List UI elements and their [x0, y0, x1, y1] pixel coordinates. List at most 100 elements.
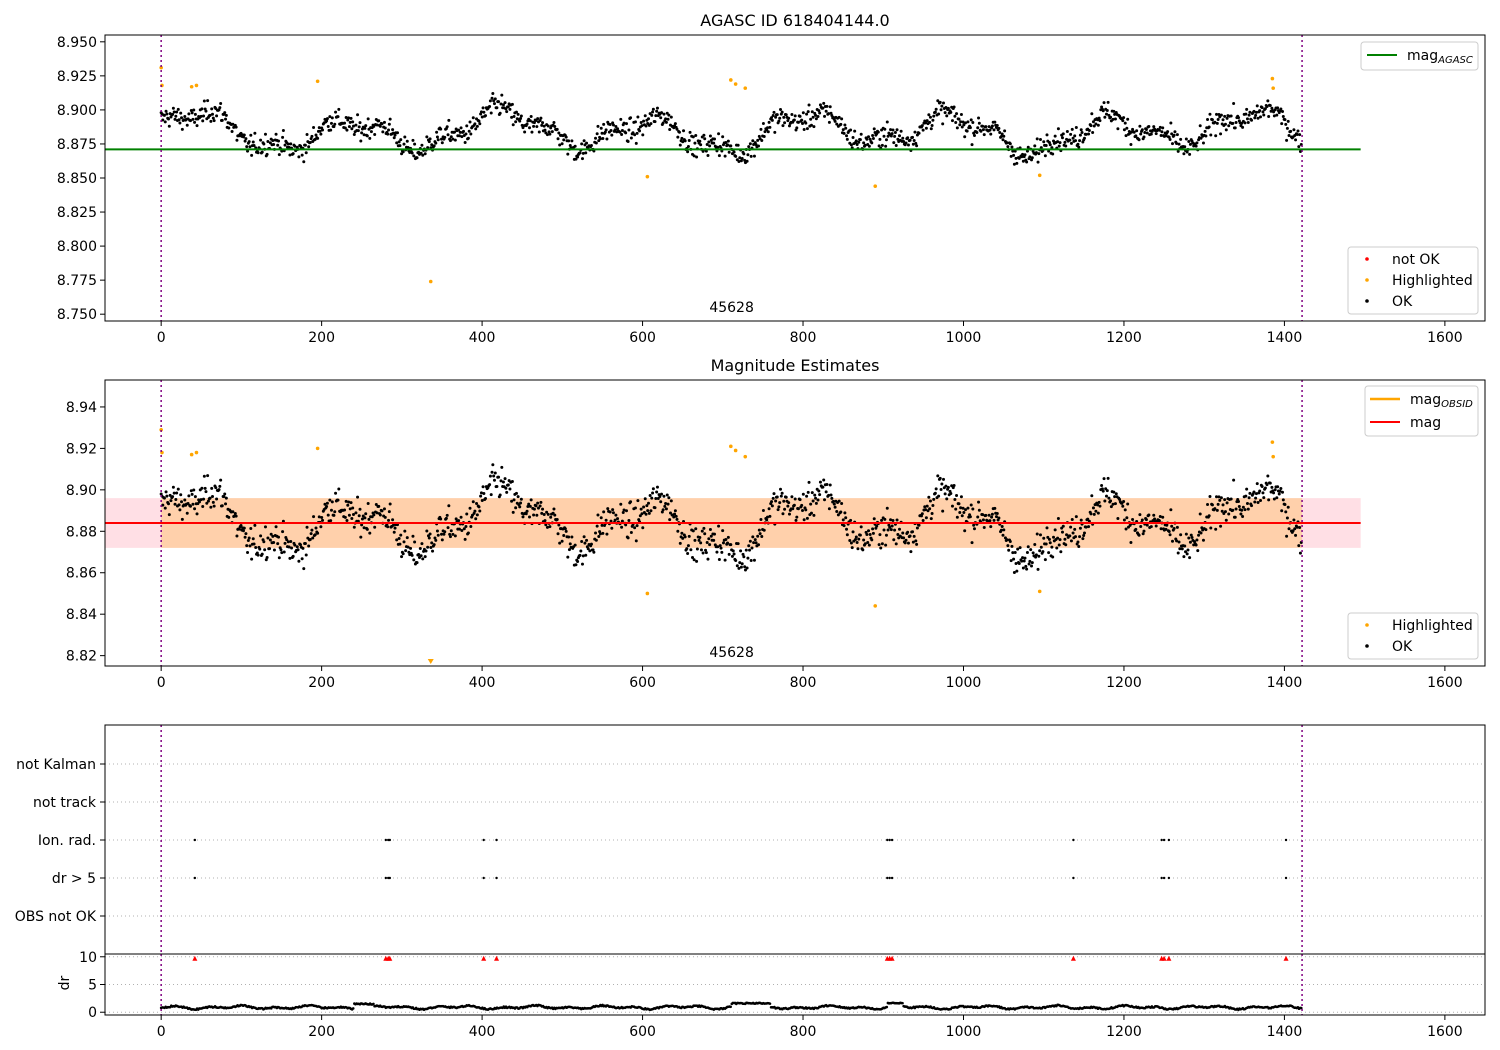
- ok-point: [206, 99, 210, 103]
- ok-point: [1225, 116, 1229, 120]
- ok-point: [699, 143, 703, 147]
- highlighted-point: [1271, 86, 1275, 90]
- ok-point: [227, 515, 231, 519]
- ok-point: [538, 119, 542, 123]
- ok-point: [953, 497, 957, 501]
- ok-point: [162, 113, 166, 117]
- highlighted-point: [194, 83, 199, 88]
- ok-point: [685, 547, 689, 551]
- ok-point: [823, 498, 827, 502]
- ok-point: [589, 144, 593, 148]
- ok-point: [518, 119, 522, 123]
- ok-point: [519, 117, 523, 121]
- ok-point: [854, 139, 858, 143]
- ok-point: [1106, 476, 1110, 480]
- ok-point: [845, 527, 849, 531]
- ok-point: [378, 124, 382, 128]
- ok-point: [1123, 508, 1127, 512]
- ok-point: [1173, 130, 1177, 134]
- ok-point: [1294, 138, 1298, 142]
- ok-point: [1033, 543, 1037, 547]
- ok-point: [1286, 505, 1290, 509]
- ok-point: [954, 507, 958, 511]
- ok-point: [825, 104, 829, 108]
- ok-point: [514, 120, 518, 124]
- ok-point: [167, 513, 171, 517]
- ok-point: [1124, 527, 1128, 531]
- ok-point: [523, 130, 527, 134]
- ok-point: [778, 501, 782, 505]
- ok-point: [784, 113, 788, 117]
- ok-point: [534, 504, 538, 508]
- ok-point: [1022, 559, 1026, 563]
- ok-point: [395, 538, 399, 542]
- ok-point: [783, 507, 787, 511]
- ok-point: [1168, 533, 1172, 537]
- ok-point: [694, 133, 698, 137]
- ok-point: [1237, 500, 1241, 504]
- ok-point: [818, 103, 822, 107]
- ok-point: [351, 506, 355, 510]
- ok-point: [890, 132, 894, 136]
- ok-point: [811, 115, 815, 119]
- ok-point: [859, 525, 863, 529]
- ok-point: [1063, 140, 1067, 144]
- flag-point: [1284, 838, 1288, 842]
- ok-point: [164, 109, 168, 113]
- ok-point: [351, 120, 355, 124]
- ok-point: [1281, 110, 1285, 114]
- ok-point: [1298, 551, 1302, 555]
- ok-point: [959, 120, 963, 124]
- ok-point: [843, 511, 847, 515]
- ok-point: [532, 121, 536, 125]
- flag-point: [384, 876, 388, 880]
- ok-point: [451, 137, 455, 141]
- ok-point: [212, 504, 216, 508]
- ok-point: [558, 541, 562, 545]
- ok-point: [208, 113, 212, 117]
- ok-point: [453, 130, 457, 134]
- ok-point: [230, 129, 234, 133]
- ok-point: [1223, 510, 1227, 514]
- ok-point: [987, 125, 991, 129]
- ok-point: [1219, 524, 1223, 528]
- ok-point: [1008, 539, 1012, 543]
- ok-point: [381, 130, 385, 134]
- ok-point: [941, 122, 945, 126]
- ok-point: [1077, 545, 1081, 549]
- ok-point: [297, 155, 301, 159]
- flag-point: [890, 876, 894, 880]
- ok-point: [666, 117, 670, 121]
- ok-point: [655, 490, 659, 494]
- ok-point: [420, 542, 424, 546]
- ok-point: [923, 505, 927, 509]
- ok-point: [439, 532, 443, 536]
- ok-point: [202, 497, 206, 501]
- ok-point: [1023, 153, 1027, 157]
- ok-point: [790, 112, 794, 116]
- y-tick-label: 10: [79, 950, 97, 966]
- ok-point: [253, 523, 257, 527]
- ok-point: [1283, 503, 1287, 507]
- ok-point: [1012, 153, 1016, 157]
- ok-point: [357, 125, 361, 129]
- ok-point: [889, 134, 893, 138]
- ok-point: [1094, 122, 1098, 126]
- ok-point: [651, 110, 655, 114]
- ok-point: [491, 91, 495, 95]
- ok-point: [303, 542, 307, 546]
- ok-point: [1227, 512, 1231, 516]
- ok-point: [906, 541, 910, 545]
- ok-point: [302, 567, 306, 571]
- ok-point: [1021, 556, 1025, 560]
- ok-point: [262, 142, 266, 146]
- ok-point: [345, 519, 349, 523]
- ok-point: [173, 502, 177, 506]
- ok-point: [736, 143, 740, 147]
- ok-point: [289, 142, 293, 146]
- obsid-annotation: 45628: [709, 645, 754, 661]
- ok-point: [287, 545, 291, 549]
- ok-point: [824, 490, 828, 494]
- ok-point: [1217, 113, 1221, 117]
- ok-point: [295, 545, 299, 549]
